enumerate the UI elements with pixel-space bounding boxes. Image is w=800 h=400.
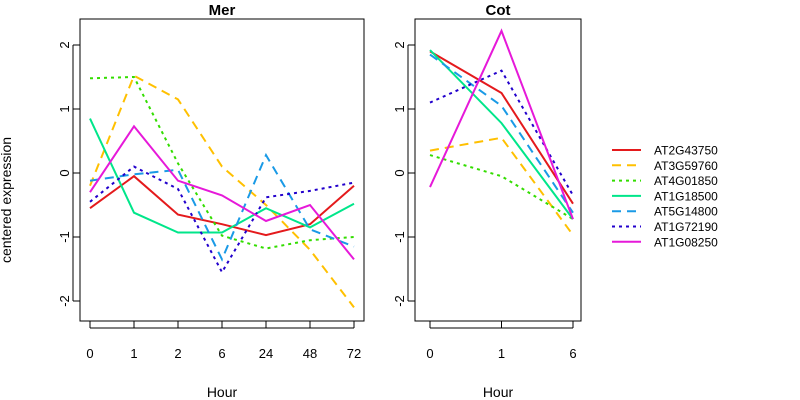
x-tick-label: 0 (86, 346, 93, 361)
y-tick-label: -2 (57, 295, 72, 307)
y-tick-label: 2 (57, 41, 72, 48)
x-tick-label: 0 (426, 346, 433, 361)
series-line-at1g72190 (429, 69, 574, 196)
x-tick-label: 1 (498, 346, 505, 361)
series-line-at5g14800 (429, 53, 574, 214)
y-tick-label: 0 (57, 169, 72, 176)
panel-mer: Mer -2 -1 0 1 2 0 1 2 6 24 48 72 Hour (57, 2, 365, 400)
series-line-at5g14800 (89, 152, 355, 262)
x-tick-label: 1 (130, 346, 137, 361)
legend-label: AT2G43750 (654, 144, 718, 158)
series-line-at4g01850 (89, 75, 355, 250)
panel-cot: Cot -2 -1 0 1 2 0 1 6 Hour (392, 2, 582, 400)
chart-panels: Mer -2 -1 0 1 2 0 1 2 6 24 48 72 Hour Cot -2 -1 0 1 2 0 1 6 Hou… (57, 2, 582, 400)
series-line-at2g43750 (429, 50, 574, 205)
series-line-at2g43750 (89, 174, 355, 237)
x-axis-label: Hour (483, 384, 514, 400)
series-line-at1g08250 (89, 124, 355, 261)
series-line-at3g59760 (429, 136, 574, 236)
y-axis-label: centered expression (0, 137, 14, 263)
series-line-at3g59760 (89, 74, 355, 309)
x-tick-label: 2 (174, 346, 181, 361)
y-tick-label: 2 (392, 41, 407, 48)
y-tick-label: -1 (392, 231, 407, 243)
legend-label: AT5G14800 (654, 205, 718, 219)
plot-frame (414, 18, 582, 322)
legend-label: AT1G72190 (654, 220, 718, 234)
y-tick-label: 0 (392, 169, 407, 176)
series-line-at1g18500 (429, 49, 574, 220)
series-line-at1g72190 (89, 165, 355, 275)
legend-label: AT3G59760 (654, 159, 718, 173)
y-tick-label: 1 (57, 105, 72, 112)
legend-label: AT1G08250 (654, 235, 718, 249)
x-tick-label: 6 (569, 346, 576, 361)
x-tick-label: 6 (218, 346, 225, 361)
x-tick-label: 48 (303, 346, 317, 361)
y-tick-label: -1 (57, 231, 72, 243)
series-line-at1g18500 (89, 118, 355, 234)
series-line-at1g08250 (429, 28, 574, 220)
y-tick-label: -2 (392, 295, 407, 307)
legend-label: AT4G01850 (654, 174, 718, 188)
y-tick-label: 1 (392, 105, 407, 112)
legend-label: AT1G18500 (654, 189, 718, 203)
x-tick-label: 72 (347, 346, 361, 361)
panel-title: Mer (209, 2, 236, 19)
panel-title: Cot (486, 2, 511, 19)
x-tick-label: 24 (259, 346, 273, 361)
x-axis-label: Hour (207, 384, 238, 400)
